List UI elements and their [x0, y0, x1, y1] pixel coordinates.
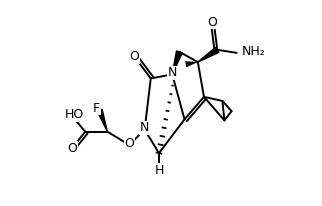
Polygon shape — [198, 47, 219, 62]
Text: F: F — [93, 102, 100, 115]
Polygon shape — [97, 109, 108, 132]
Text: O: O — [207, 16, 217, 29]
Text: N: N — [167, 66, 177, 79]
Text: HO: HO — [64, 108, 84, 121]
Text: NH₂: NH₂ — [242, 45, 266, 58]
Text: O: O — [124, 137, 134, 150]
Text: O: O — [67, 142, 77, 155]
Text: H: H — [154, 164, 164, 177]
Text: O: O — [129, 50, 139, 63]
Polygon shape — [172, 51, 182, 74]
Text: N: N — [140, 122, 149, 135]
